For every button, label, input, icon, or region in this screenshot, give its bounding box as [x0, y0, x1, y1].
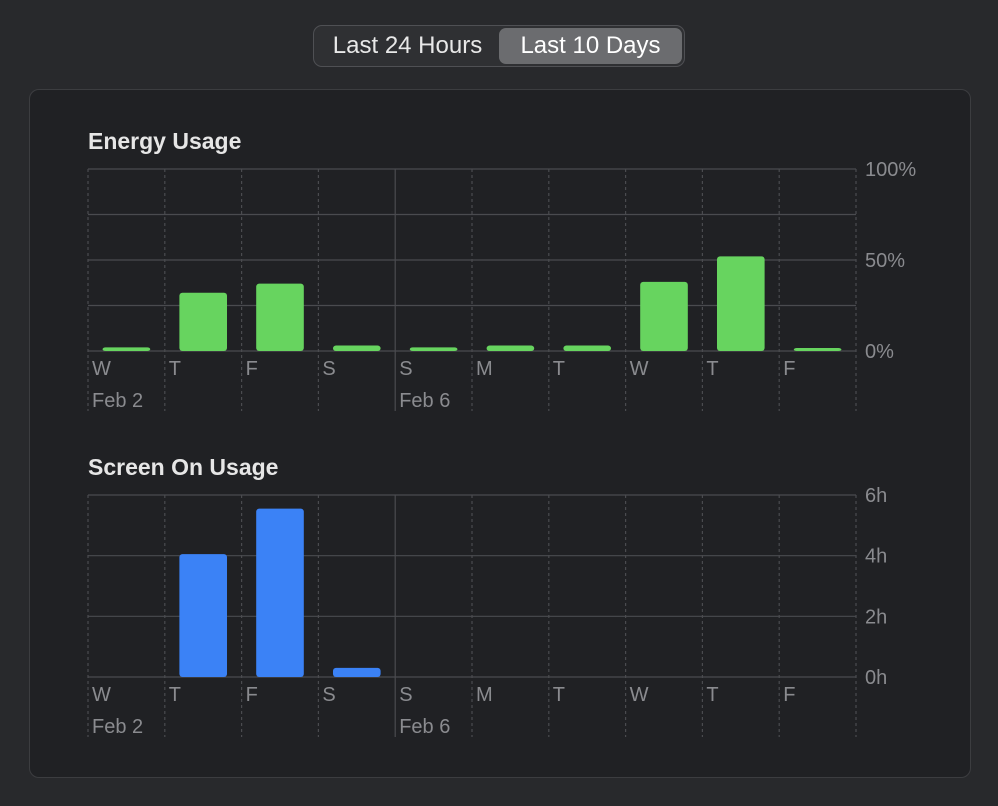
x-day-label: S	[399, 684, 412, 706]
bar	[793, 348, 842, 351]
bar	[256, 283, 304, 351]
y-tick-label: 0%	[865, 341, 894, 363]
x-date-label: Feb 6	[399, 390, 450, 412]
chart-title: Screen On Usage	[88, 454, 278, 480]
bar	[563, 345, 612, 351]
x-day-label: W	[92, 684, 111, 706]
x-date-label: Feb 2	[92, 390, 143, 412]
x-day-label: S	[322, 684, 335, 706]
bar	[102, 347, 151, 351]
x-date-label: Feb 2	[92, 716, 143, 738]
x-day-label: S	[322, 358, 335, 380]
bar	[256, 508, 304, 677]
bar	[179, 554, 228, 677]
x-day-label: T	[553, 684, 565, 706]
last-10-days-tab[interactable]: Last 10 Days	[499, 28, 682, 64]
bar	[332, 667, 381, 677]
x-day-label: F	[246, 358, 258, 380]
x-day-label: T	[706, 684, 718, 706]
x-day-label: W	[92, 358, 111, 380]
last-24-hours-tab[interactable]: Last 24 Hours	[332, 32, 483, 59]
chart-title: Energy Usage	[88, 128, 241, 154]
y-tick-label: 0h	[865, 667, 887, 689]
y-tick-label: 50%	[865, 250, 905, 272]
bar	[486, 345, 535, 351]
bar	[640, 281, 688, 351]
x-day-label: T	[706, 358, 718, 380]
time-range-segmented-control[interactable]: Last 24 Hours Last 10 Days	[313, 25, 685, 67]
bar	[179, 292, 228, 351]
x-day-label: S	[399, 358, 412, 380]
x-day-label: T	[169, 684, 181, 706]
y-tick-label: 100%	[865, 159, 916, 181]
y-tick-label: 2h	[865, 606, 887, 628]
x-date-label: Feb 6	[399, 716, 450, 738]
y-tick-label: 4h	[865, 546, 887, 568]
y-tick-label: 6h	[865, 485, 887, 507]
x-day-label: M	[476, 684, 493, 706]
x-day-label: W	[630, 358, 649, 380]
x-day-label: F	[783, 684, 795, 706]
x-day-label: F	[783, 358, 795, 380]
x-day-label: F	[246, 684, 258, 706]
x-day-label: T	[169, 358, 181, 380]
bar	[332, 345, 381, 351]
x-day-label: T	[553, 358, 565, 380]
bar	[409, 347, 458, 351]
x-day-label: M	[476, 358, 493, 380]
bar	[716, 256, 765, 351]
x-day-label: W	[630, 684, 649, 706]
